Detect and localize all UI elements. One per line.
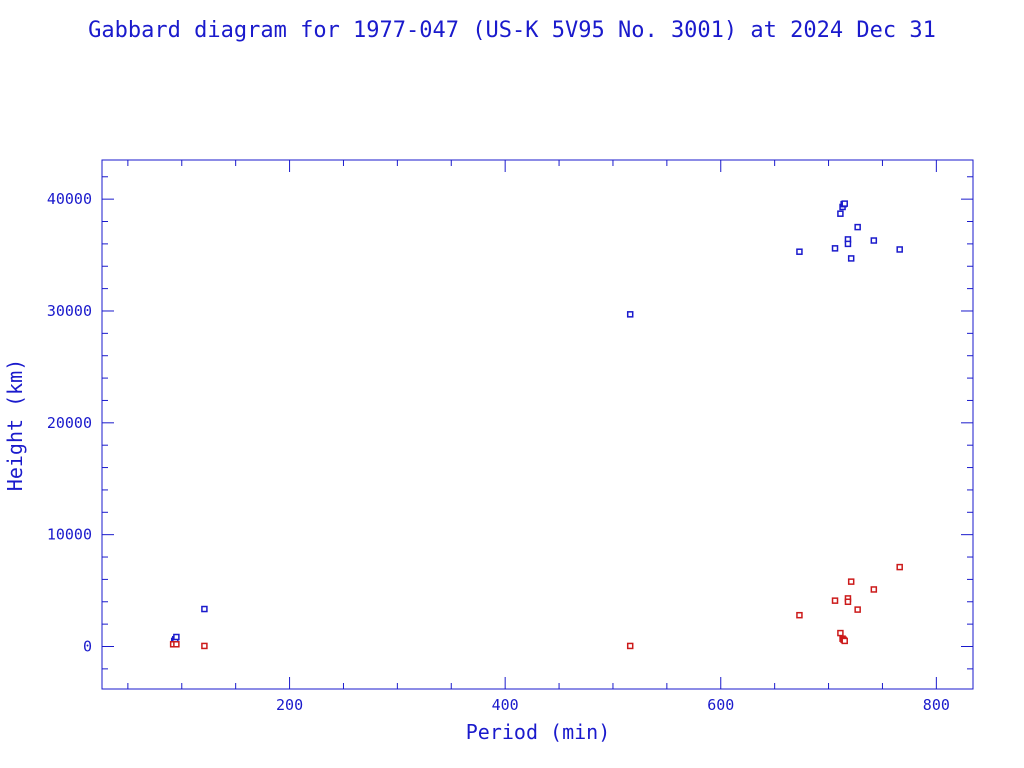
axis-ticks	[102, 160, 973, 689]
apogee-point	[831, 245, 839, 252]
y-tick-label: 20000	[47, 414, 92, 432]
perigee-point	[854, 606, 861, 613]
data-points	[169, 200, 903, 650]
y-tick-label: 40000	[47, 190, 92, 208]
apogee-point	[173, 633, 180, 641]
apogee-point	[870, 237, 878, 244]
apogee-point	[854, 223, 861, 231]
perigee-point	[896, 563, 903, 571]
tick-labels: 200 400 600 800 0 10000 20000 30000 40000	[47, 190, 950, 714]
apogee-point	[841, 200, 848, 207]
x-axis-label: Period (min)	[466, 720, 611, 744]
perigee-point	[796, 611, 803, 619]
y-tick-label: 10000	[47, 526, 92, 544]
y-tick-label: 0	[83, 638, 92, 656]
plot-frame	[101, 159, 974, 690]
perigee-point	[847, 578, 855, 585]
x-tick-label: 800	[923, 696, 950, 714]
apogee-point	[796, 248, 803, 255]
x-tick-label: 600	[707, 696, 734, 714]
perigee-point	[870, 586, 878, 593]
perigee-point	[831, 597, 839, 604]
apogee-point	[837, 210, 844, 217]
perigee-point	[837, 629, 844, 637]
y-axis-label: Height (km)	[3, 359, 27, 491]
perigee-point	[173, 641, 180, 648]
perigee-point	[844, 598, 852, 606]
apogee-point	[626, 311, 634, 318]
perigee-point	[841, 637, 848, 645]
y-tick-label: 30000	[47, 302, 92, 320]
apogee-point	[201, 605, 208, 613]
perigee-point	[626, 642, 634, 650]
x-tick-label: 200	[276, 696, 303, 714]
apogee-point	[896, 246, 903, 253]
apogee-point	[844, 240, 852, 248]
chart-title: Gabbard diagram for 1977-047 (US-K 5V95 …	[88, 18, 936, 43]
x-tick-label: 400	[492, 696, 519, 714]
perigee-point	[201, 642, 208, 650]
apogee-point	[847, 255, 855, 262]
